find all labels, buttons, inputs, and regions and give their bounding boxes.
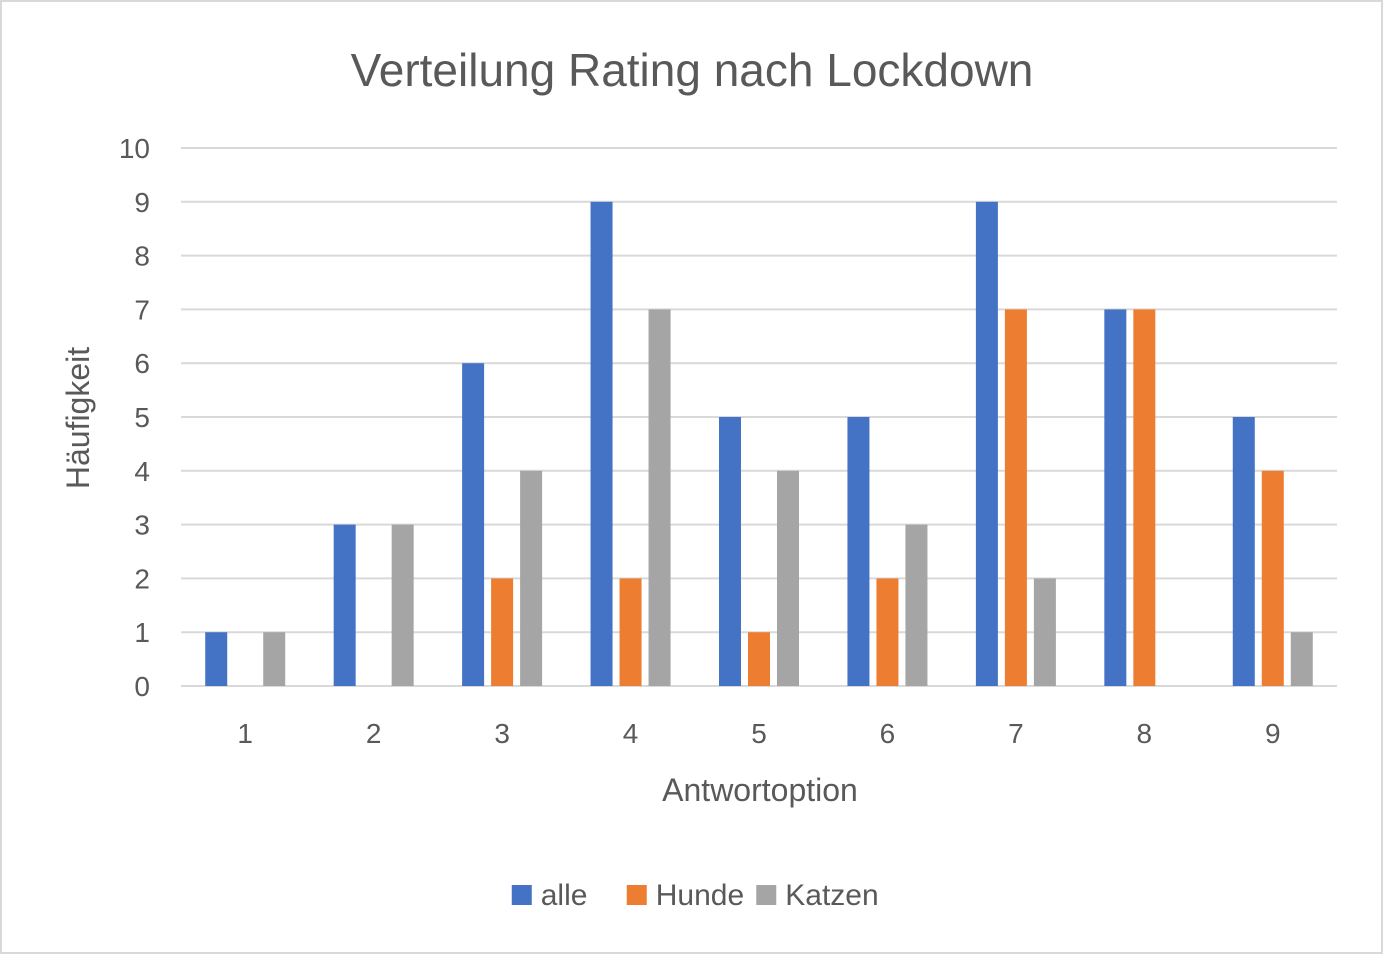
y-tick-label: 0 xyxy=(134,671,150,702)
y-tick-label: 4 xyxy=(134,456,150,487)
legend-swatch-alle xyxy=(511,885,532,905)
bar-alle-5 xyxy=(719,417,741,686)
bar-katzen-7 xyxy=(1033,578,1056,686)
bar-hunde-3 xyxy=(491,578,514,686)
legend-swatch-hunde xyxy=(626,885,647,905)
bar-alle-4 xyxy=(590,201,613,687)
legend: alle Hunde Katzen xyxy=(511,879,879,912)
y-tick-label: 9 xyxy=(134,187,150,218)
bar-hunde-4 xyxy=(619,578,642,686)
bar-katzen-4 xyxy=(648,309,671,686)
y-tick-label: 8 xyxy=(134,241,150,272)
legend-label-hunde: Hunde xyxy=(656,879,744,912)
bar-alle-3 xyxy=(462,363,485,686)
x-tick-label: 5 xyxy=(751,718,767,749)
chart-title: Verteilung Rating nach Lockdown xyxy=(351,44,1034,96)
x-tick-label: 9 xyxy=(1265,718,1281,749)
y-tick-label: 2 xyxy=(134,563,150,594)
x-tick-label: 2 xyxy=(366,718,382,749)
bars xyxy=(205,201,1313,687)
bar-alle-6 xyxy=(847,417,870,686)
bar-alle-9 xyxy=(1232,417,1255,686)
bar-alle-1 xyxy=(205,632,228,686)
bar-katzen-3 xyxy=(520,470,543,686)
bar-hunde-5 xyxy=(748,632,770,686)
bar-alle-2 xyxy=(333,524,356,686)
x-tick-label: 7 xyxy=(1008,718,1024,749)
x-axis-ticks: 1 2 3 4 5 6 7 8 9 xyxy=(237,718,1280,749)
y-tick-label: 7 xyxy=(134,294,150,325)
legend-label-alle: alle xyxy=(541,879,588,912)
y-axis-ticks: 0 1 2 3 4 5 6 7 8 9 10 xyxy=(119,133,150,702)
legend-swatch-katzen xyxy=(756,885,777,905)
legend-label-katzen: Katzen xyxy=(785,879,878,912)
bar-katzen-9 xyxy=(1290,632,1313,686)
x-tick-label: 1 xyxy=(237,718,253,749)
bar-hunde-8 xyxy=(1133,309,1156,686)
y-tick-label: 1 xyxy=(134,617,150,648)
bar-katzen-2 xyxy=(391,524,414,686)
y-axis-label: Häufigkeit xyxy=(60,347,96,489)
bar-katzen-5 xyxy=(777,470,799,686)
x-tick-label: 3 xyxy=(494,718,510,749)
bar-hunde-6 xyxy=(876,578,899,686)
y-tick-label: 10 xyxy=(119,133,150,164)
bar-hunde-9 xyxy=(1261,470,1284,686)
bar-alle-8 xyxy=(1104,309,1127,686)
bar-hunde-7 xyxy=(1004,309,1027,686)
x-tick-label: 6 xyxy=(880,718,896,749)
y-tick-label: 3 xyxy=(134,510,150,541)
x-tick-label: 4 xyxy=(623,718,639,749)
bar-katzen-6 xyxy=(905,524,928,686)
x-axis-label: Antwortoption xyxy=(662,772,858,808)
x-tick-label: 8 xyxy=(1137,718,1153,749)
y-tick-label: 5 xyxy=(134,402,150,433)
bar-alle-7 xyxy=(975,201,998,687)
bar-katzen-1 xyxy=(263,632,286,686)
y-tick-label: 6 xyxy=(134,348,150,379)
